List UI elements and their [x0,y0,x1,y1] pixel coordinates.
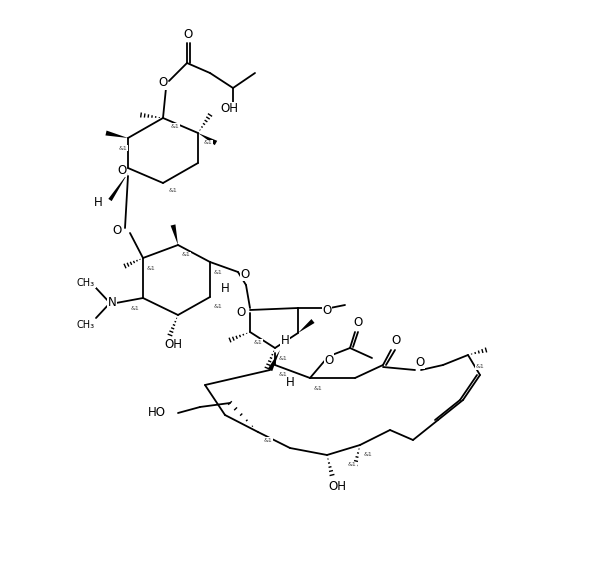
Text: &1: &1 [213,304,222,310]
Text: &1: &1 [213,269,222,275]
Text: N: N [108,296,117,310]
Polygon shape [108,173,128,201]
Text: CH₃: CH₃ [77,320,95,330]
Text: &1: &1 [254,339,263,345]
Text: &1: &1 [364,452,373,457]
Text: &1: &1 [130,306,139,311]
Text: O: O [322,303,332,317]
Text: O: O [184,27,193,41]
Polygon shape [298,319,315,333]
Text: O: O [353,315,362,328]
Text: &1: &1 [279,356,288,360]
Text: OH: OH [220,102,238,115]
Text: O: O [240,268,249,281]
Text: H: H [286,377,294,389]
Text: H: H [280,333,289,346]
Text: O: O [158,76,167,90]
Text: OH: OH [328,481,346,494]
Text: &1: &1 [264,438,272,442]
Text: O: O [324,353,334,367]
Text: &1: &1 [279,372,288,378]
Text: &1: &1 [347,463,356,467]
Text: &1: &1 [182,253,190,257]
Text: O: O [112,223,121,236]
Text: &1: &1 [170,123,179,129]
Text: &1: &1 [204,140,212,146]
Text: H: H [221,282,230,296]
Text: OH: OH [164,339,182,352]
Polygon shape [105,130,128,138]
Text: &1: &1 [313,385,322,391]
Text: O: O [236,306,246,318]
Text: O: O [117,164,127,176]
Text: &1: &1 [169,189,178,193]
Polygon shape [268,350,280,371]
Text: &1: &1 [118,146,127,151]
Text: CH₃: CH₃ [77,278,95,288]
Polygon shape [198,133,217,145]
Text: &1: &1 [147,265,155,271]
Text: O: O [416,356,425,368]
Text: H: H [94,197,102,210]
Text: HO: HO [148,406,166,420]
Text: &1: &1 [475,364,484,370]
Text: O: O [391,333,401,346]
Polygon shape [170,225,178,245]
